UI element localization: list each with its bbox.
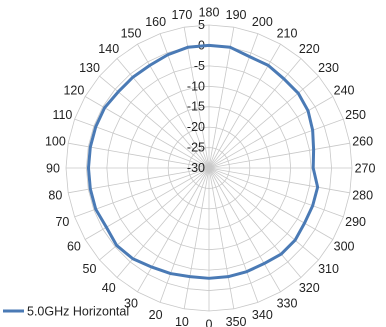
- angle-tick-label: 80: [48, 189, 62, 203]
- grid-spoke: [208, 96, 334, 169]
- radial-tick-label: -30: [187, 161, 205, 175]
- grid-spoke: [208, 167, 344, 218]
- angle-tick-label: 230: [318, 61, 339, 75]
- grid-spoke: [208, 167, 350, 194]
- angle-tick-label: 130: [79, 61, 100, 75]
- grid-spoke: [208, 142, 350, 169]
- radial-tick-label: 5: [198, 18, 205, 32]
- grid-spoke: [208, 167, 235, 309]
- angle-tick-label: 100: [45, 134, 66, 148]
- angle-tick-label: 270: [355, 162, 376, 176]
- angle-tick-label: 110: [52, 108, 72, 122]
- angle-tick-label: 120: [63, 84, 84, 98]
- legend: 5.0GHz Horizontal: [3, 305, 129, 319]
- angle-tick-label: 250: [345, 108, 366, 122]
- grid-spoke: [183, 27, 210, 169]
- angle-tick-label: 180: [199, 6, 220, 20]
- angle-tick-label: 10: [175, 315, 189, 327]
- angle-tick-label: 140: [98, 42, 119, 56]
- angle-tick-label: 240: [334, 84, 355, 98]
- grid-spoke: [208, 27, 235, 169]
- polar-grid: [65, 24, 353, 312]
- angle-tick-label: 260: [352, 134, 373, 148]
- grid-spoke: [208, 167, 334, 240]
- angle-tick-label: 40: [102, 281, 116, 295]
- angle-tick-label: 20: [149, 308, 163, 322]
- grid-spoke: [137, 167, 210, 293]
- grid-spoke: [183, 167, 210, 309]
- series-lines: [86, 43, 320, 280]
- grid-spoke: [208, 118, 344, 169]
- angle-tick-label: 60: [67, 240, 81, 254]
- angle-tick-label: 350: [226, 315, 247, 327]
- angle-tick-label: 220: [299, 42, 320, 56]
- grid-spoke: [208, 58, 302, 169]
- angle-tick-label: 330: [277, 297, 298, 311]
- angle-tick-label: 210: [277, 26, 298, 40]
- grid-spoke: [208, 167, 319, 261]
- angle-tick-label: 170: [171, 8, 192, 22]
- angle-tick-label: 150: [121, 26, 142, 40]
- angle-tick-label: 70: [55, 215, 69, 229]
- grid-spoke: [208, 167, 259, 303]
- angle-tick-label: 90: [46, 162, 60, 176]
- angle-tick-label: 200: [252, 15, 273, 29]
- grid-spoke: [159, 167, 210, 303]
- radial-tick-label: -5: [194, 59, 205, 73]
- angle-tick-label: 300: [334, 240, 355, 254]
- angle-tick-label: 30: [124, 297, 138, 311]
- angle-tick-label: 160: [145, 15, 166, 29]
- angle-tick-label: 50: [83, 262, 97, 276]
- angle-tick-label: 190: [226, 8, 247, 22]
- angle-tick-label: 290: [345, 215, 366, 229]
- angle-tick-label: 340: [252, 308, 273, 322]
- radial-tick-label: -15: [187, 100, 205, 114]
- angle-tick-label: 280: [352, 189, 373, 203]
- grid-spoke: [208, 75, 319, 169]
- radial-tick-label: -10: [187, 79, 205, 93]
- series-line: [86, 43, 320, 280]
- radial-tick-label: -25: [187, 141, 205, 155]
- radial-tick-label: -20: [187, 120, 205, 134]
- angle-tick-label: 310: [318, 262, 339, 276]
- grid-spoke: [208, 167, 281, 293]
- legend-label: 5.0GHz Horizontal: [27, 305, 129, 319]
- grid-spoke: [208, 167, 302, 278]
- angle-tick-label: 320: [299, 281, 320, 295]
- radial-axis-labels: -30-25-20-15-10-505: [187, 18, 205, 175]
- angle-tick-label: 0: [206, 318, 213, 327]
